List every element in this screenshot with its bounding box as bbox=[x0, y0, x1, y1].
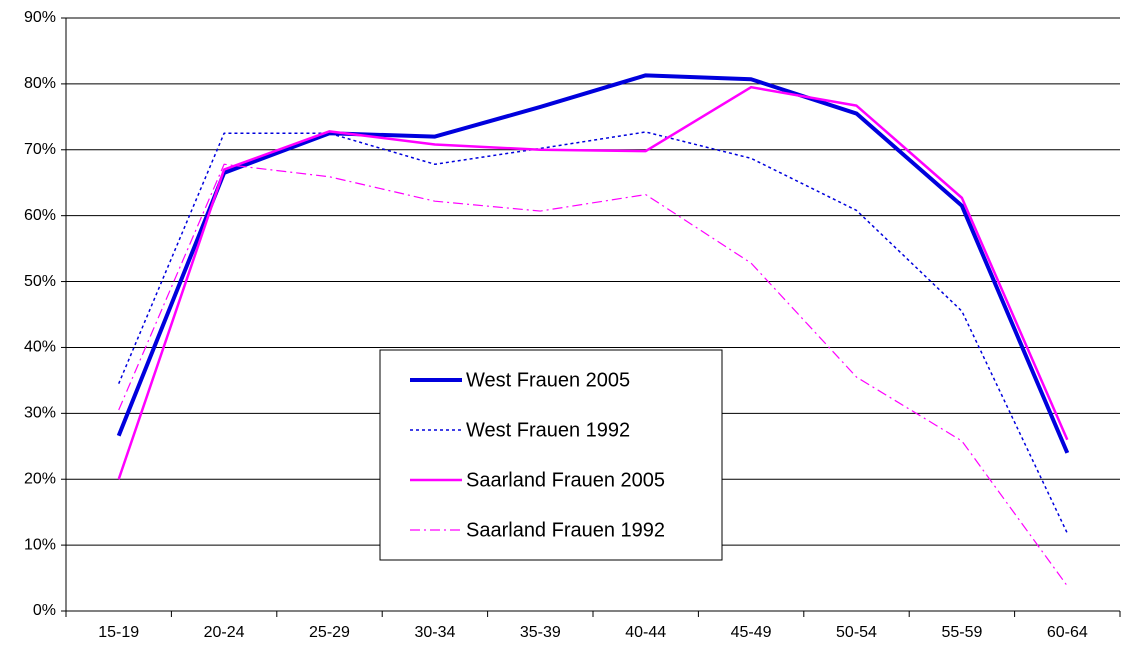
series-line bbox=[117, 85, 1069, 480]
y-tick-label: 40% bbox=[24, 339, 56, 356]
x-tick-label: 25-29 bbox=[309, 624, 350, 641]
x-tick-label: 15-19 bbox=[98, 624, 139, 641]
x-tick-label: 30-34 bbox=[414, 624, 455, 641]
legend-label: West Frauen 2005 bbox=[466, 369, 630, 391]
legend-box bbox=[379, 349, 723, 561]
y-tick-label: 50% bbox=[24, 273, 56, 290]
y-tick-label: 70% bbox=[24, 141, 56, 158]
y-tick-label: 20% bbox=[24, 470, 56, 487]
series-line bbox=[118, 163, 1068, 587]
x-tick-label: 40-44 bbox=[625, 624, 666, 641]
x-tick-label: 50-54 bbox=[836, 624, 877, 641]
y-tick-label: 80% bbox=[24, 75, 56, 92]
x-tick-label: 45-49 bbox=[731, 624, 772, 641]
x-tick-label: 60-64 bbox=[1047, 624, 1088, 641]
legend-label: West Frauen 1992 bbox=[466, 419, 630, 441]
legend-label: Saarland Frauen 2005 bbox=[466, 469, 665, 491]
y-tick-label: 90% bbox=[24, 9, 56, 26]
y-tick-label: 0% bbox=[33, 602, 56, 619]
y-tick-label: 60% bbox=[24, 207, 56, 224]
legend-label: Saarland Frauen 1992 bbox=[466, 519, 665, 541]
y-tick-label: 10% bbox=[24, 536, 56, 553]
x-tick-label: 20-24 bbox=[204, 624, 245, 641]
series-line bbox=[116, 73, 1070, 454]
y-tick-label: 30% bbox=[24, 405, 56, 422]
series-line bbox=[118, 131, 1068, 534]
x-tick-label: 55-59 bbox=[941, 624, 982, 641]
x-tick-label: 35-39 bbox=[520, 624, 561, 641]
